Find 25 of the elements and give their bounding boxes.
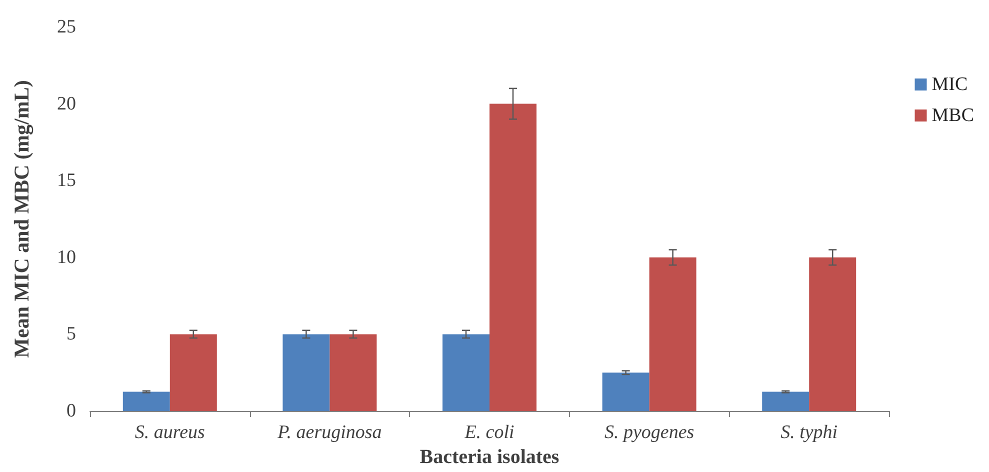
bar [282,334,330,411]
y-tick-label: 20 [57,93,76,114]
x-tick-label: S. aureus [134,422,205,443]
y-tick-label: 25 [57,16,76,38]
x-tick-label: P. aeruginosa [276,422,382,443]
bar [649,257,696,411]
bar [762,392,810,411]
y-axis-title: Mean MIC and MBC (mg/mL) [10,80,34,358]
bar [122,392,170,411]
bar [809,257,856,411]
x-axis-title: Bacteria isolates [420,446,560,468]
bar [602,372,650,411]
bar [330,334,377,411]
bar [170,334,217,411]
y-tick-label: 15 [57,170,76,192]
legend-label: MBC [932,105,974,126]
y-tick-label: 5 [66,324,76,345]
bar [490,104,536,411]
x-tick-label: E. coli [464,422,514,443]
y-tick-label: 10 [57,246,76,268]
y-tick-label: 0 [66,400,76,422]
x-tick-label: S. pyogenes [604,422,694,443]
bar [442,334,490,411]
x-tick-label: S. typhi [780,422,838,443]
legend-label: MIC [932,74,968,95]
